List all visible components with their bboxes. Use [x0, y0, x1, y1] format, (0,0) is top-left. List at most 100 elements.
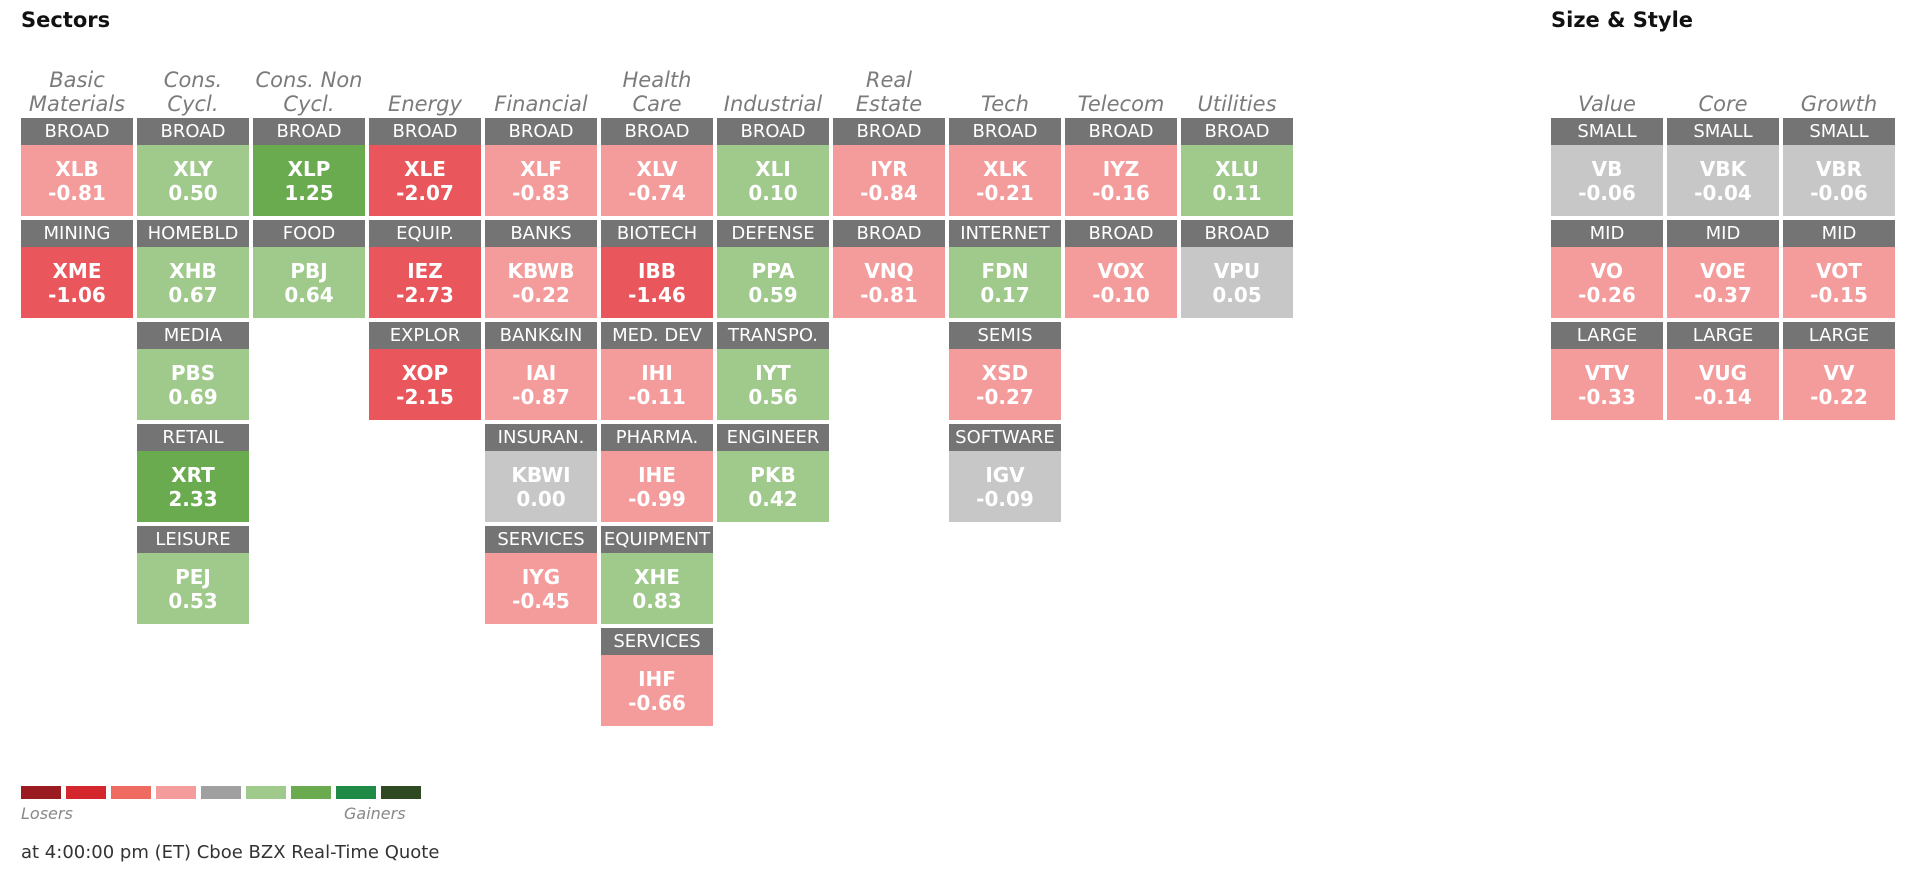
tile-quote: VOT -0.15: [1783, 247, 1895, 318]
color-legend: Losers Gainers: [21, 786, 421, 830]
etf-tile[interactable]: FOOD PBJ 0.64: [253, 220, 365, 318]
legend-swatch: [246, 786, 286, 799]
etf-tile[interactable]: LARGE VUG -0.14: [1667, 322, 1779, 420]
column-header-label: Telecom: [1077, 92, 1165, 116]
etf-tile[interactable]: BROAD VNQ -0.81: [833, 220, 945, 318]
column-header-label: Real Estate: [855, 68, 923, 116]
etf-tile[interactable]: BROAD IYZ -0.16: [1065, 118, 1177, 216]
etf-tile[interactable]: MEDIA PBS 0.69: [137, 322, 249, 420]
tile-change: 0.05: [1212, 282, 1262, 307]
etf-tile[interactable]: MID VOE -0.37: [1667, 220, 1779, 318]
etf-tile[interactable]: BANKS KBWB -0.22: [485, 220, 597, 318]
tile-quote: XLE -2.07: [369, 145, 481, 216]
legend-swatch: [21, 786, 61, 799]
tile-quote: IEZ -2.73: [369, 247, 481, 318]
etf-tile[interactable]: TRANSPO. IYT 0.56: [717, 322, 829, 420]
etf-tile[interactable]: LARGE VTV -0.33: [1551, 322, 1663, 420]
tile-category-label: BROAD: [717, 118, 829, 145]
etf-tile[interactable]: BANK&IN IAI -0.87: [485, 322, 597, 420]
tile-category-label: BROAD: [1065, 118, 1177, 145]
etf-tile[interactable]: MID VO -0.26: [1551, 220, 1663, 318]
tile-ticker: PKB: [750, 462, 796, 487]
tile-quote: VPU 0.05: [1181, 247, 1293, 318]
etf-tile[interactable]: EQUIPMENT XHE 0.83: [601, 526, 713, 624]
tile-quote: IGV -0.09: [949, 451, 1061, 522]
etf-tile[interactable]: MID VOT -0.15: [1783, 220, 1895, 318]
tile-ticker: VB: [1591, 156, 1623, 181]
etf-tile[interactable]: MED. DEV IHI -0.11: [601, 322, 713, 420]
tile-quote: IAI -0.87: [485, 349, 597, 420]
tile-ticker: XOP: [401, 360, 449, 385]
etf-tile[interactable]: BROAD XLE -2.07: [369, 118, 481, 216]
tile-change: -0.22: [512, 282, 570, 307]
tile-quote: IBB -1.46: [601, 247, 713, 318]
etf-tile[interactable]: BROAD XLY 0.50: [137, 118, 249, 216]
tile-category-label: FOOD: [253, 220, 365, 247]
tile-change: -0.14: [1694, 384, 1752, 409]
tile-change: -0.74: [628, 180, 686, 205]
tile-change: 0.83: [632, 588, 682, 613]
etf-tile[interactable]: SOFTWARE IGV -0.09: [949, 424, 1061, 522]
tile-change: -0.21: [976, 180, 1034, 205]
tile-quote: FDN 0.17: [949, 247, 1061, 318]
tile-quote: IYZ -0.16: [1065, 145, 1177, 216]
etf-tile[interactable]: LARGE VV -0.22: [1783, 322, 1895, 420]
etf-tile[interactable]: INSURAN. KBWI 0.00: [485, 424, 597, 522]
tile-quote: PEJ 0.53: [137, 553, 249, 624]
etf-tile[interactable]: SEMIS XSD -0.27: [949, 322, 1061, 420]
tile-category-label: RETAIL: [137, 424, 249, 451]
etf-tile[interactable]: BROAD VOX -0.10: [1065, 220, 1177, 318]
etf-tile[interactable]: INTERNET FDN 0.17: [949, 220, 1061, 318]
etf-tile[interactable]: SERVICES IHF -0.66: [601, 628, 713, 726]
tile-quote: IYT 0.56: [717, 349, 829, 420]
tile-category-label: BROAD: [833, 220, 945, 247]
etf-tile[interactable]: BROAD XLV -0.74: [601, 118, 713, 216]
tile-change: 0.11: [1212, 180, 1262, 205]
etf-tile[interactable]: BROAD XLB -0.81: [21, 118, 133, 216]
tile-ticker: XSD: [981, 360, 1029, 385]
etf-tile[interactable]: PHARMA. IHE -0.99: [601, 424, 713, 522]
etf-tile[interactable]: HOMEBLD XHB 0.67: [137, 220, 249, 318]
tile-ticker: VBR: [1815, 156, 1863, 181]
column-header-label: Financial: [494, 92, 588, 116]
etf-tile[interactable]: BROAD IYR -0.84: [833, 118, 945, 216]
tile-change: 0.10: [748, 180, 798, 205]
column-header: Growth: [1783, 62, 1895, 118]
column-header: Value: [1551, 62, 1663, 118]
etf-tile[interactable]: RETAIL XRT 2.33: [137, 424, 249, 522]
etf-tile[interactable]: ENGINEER PKB 0.42: [717, 424, 829, 522]
etf-tile[interactable]: SERVICES IYG -0.45: [485, 526, 597, 624]
etf-tile[interactable]: EQUIP. IEZ -2.73: [369, 220, 481, 318]
tile-ticker: IYZ: [1102, 156, 1140, 181]
tile-category-label: INSURAN.: [485, 424, 597, 451]
tile-quote: XLU 0.11: [1181, 145, 1293, 216]
etf-tile[interactable]: SMALL VBK -0.04: [1667, 118, 1779, 216]
etf-tile[interactable]: SMALL VB -0.06: [1551, 118, 1663, 216]
tile-category-label: EQUIP.: [369, 220, 481, 247]
tile-ticker: VV: [1823, 360, 1855, 385]
quote-timestamp: at 4:00:00 pm (ET) Cboe BZX Real-Time Qu…: [21, 842, 440, 863]
etf-tile[interactable]: EXPLOR XOP -2.15: [369, 322, 481, 420]
tile-ticker: XLB: [55, 156, 99, 181]
etf-tile[interactable]: SMALL VBR -0.06: [1783, 118, 1895, 216]
tile-category-label: SERVICES: [601, 628, 713, 655]
tile-change: -0.81: [860, 282, 918, 307]
tile-change: -0.27: [976, 384, 1034, 409]
tile-ticker: IHE: [638, 462, 676, 487]
etf-tile[interactable]: BROAD XLU 0.11: [1181, 118, 1293, 216]
tile-ticker: IYT: [755, 360, 791, 385]
etf-tile[interactable]: BROAD XLP 1.25: [253, 118, 365, 216]
etf-tile[interactable]: BIOTECH IBB -1.46: [601, 220, 713, 318]
tile-ticker: XHE: [634, 564, 680, 589]
etf-tile[interactable]: DEFENSE PPA 0.59: [717, 220, 829, 318]
etf-tile[interactable]: MINING XME -1.06: [21, 220, 133, 318]
etf-tile[interactable]: BROAD VPU 0.05: [1181, 220, 1293, 318]
tile-ticker: IHI: [641, 360, 673, 385]
etf-tile[interactable]: BROAD XLI 0.10: [717, 118, 829, 216]
tile-quote: XLV -0.74: [601, 145, 713, 216]
tile-category-label: LARGE: [1667, 322, 1779, 349]
etf-tile[interactable]: BROAD XLF -0.83: [485, 118, 597, 216]
tile-change: -0.87: [512, 384, 570, 409]
etf-tile[interactable]: BROAD XLK -0.21: [949, 118, 1061, 216]
etf-tile[interactable]: LEISURE PEJ 0.53: [137, 526, 249, 624]
